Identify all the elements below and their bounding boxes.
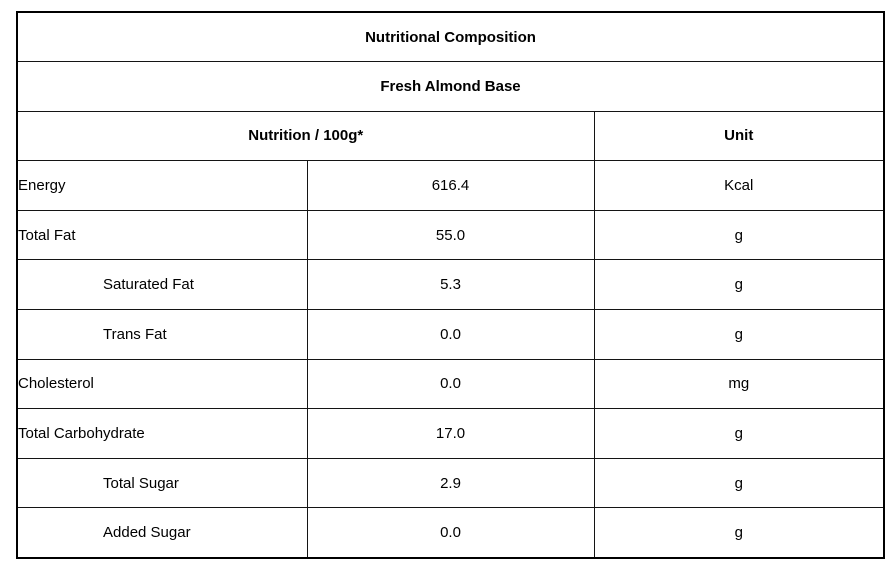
nutrient-unit: Kcal	[593, 160, 885, 211]
nutrient-unit: g	[593, 259, 885, 311]
nutrient-value: 0.0	[306, 507, 595, 559]
nutrient-label: Total Sugar	[16, 457, 308, 509]
table-row: Total Sugar 2.9 g	[16, 457, 885, 509]
nutrient-label: Saturated Fat	[16, 259, 308, 311]
unit-column-header: Unit	[593, 110, 885, 162]
table-row: Added Sugar 0.0 g	[16, 507, 885, 559]
table-row: Saturated Fat 5.3 g	[16, 259, 885, 311]
nutrient-value: 0.0	[306, 309, 595, 360]
nutrient-label: Total Fat	[16, 209, 308, 261]
nutrient-unit: g	[593, 408, 885, 459]
nutrient-value: 5.3	[306, 259, 595, 311]
nutrient-unit: g	[593, 209, 885, 261]
table-row: Cholesterol 0.0 mg	[16, 358, 885, 410]
nutrient-value: 17.0	[306, 408, 595, 459]
table-title: Nutritional Composition	[16, 11, 885, 63]
nutrient-value: 55.0	[306, 209, 595, 261]
nutrient-label: Trans Fat	[16, 309, 308, 360]
table-title-row: Nutritional Composition	[16, 11, 885, 63]
nutrient-label: Energy	[16, 160, 308, 211]
nutrient-label: Cholesterol	[16, 358, 308, 410]
column-header-row: Nutrition / 100g* Unit	[16, 110, 885, 162]
nutrient-value: 2.9	[306, 457, 595, 509]
table-row: Total Carbohydrate 17.0 g	[16, 408, 885, 459]
nutrition-table: Nutritional Composition Fresh Almond Bas…	[16, 11, 885, 559]
product-name-row: Fresh Almond Base	[16, 61, 885, 112]
table-row: Energy 616.4 Kcal	[16, 160, 885, 211]
table-row: Total Fat 55.0 g	[16, 209, 885, 261]
nutrient-value: 616.4	[306, 160, 595, 211]
nutrition-column-header: Nutrition / 100g*	[16, 110, 595, 162]
nutrient-unit: g	[593, 309, 885, 360]
table-row: Trans Fat 0.0 g	[16, 309, 885, 360]
product-name: Fresh Almond Base	[16, 61, 885, 112]
nutrient-value: 0.0	[306, 358, 595, 410]
nutrient-label: Total Carbohydrate	[16, 408, 308, 459]
nutrient-unit: g	[593, 457, 885, 509]
nutrient-label: Added Sugar	[16, 507, 308, 559]
nutrient-unit: g	[593, 507, 885, 559]
nutrient-unit: mg	[593, 358, 885, 410]
